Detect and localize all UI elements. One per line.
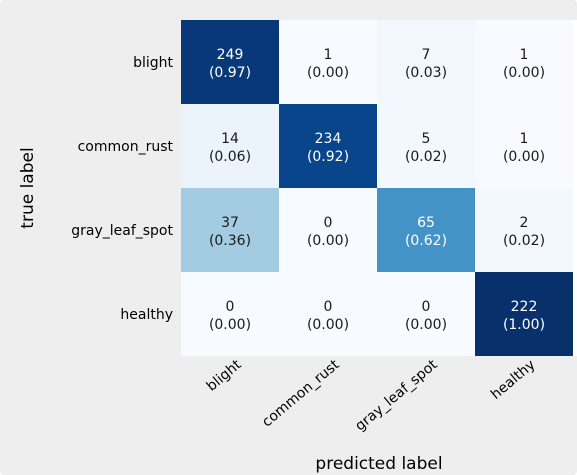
cell-normalized-label: (0.92) (307, 149, 349, 165)
heatmap-cell (181, 272, 279, 356)
cell-normalized-label: (0.00) (503, 149, 545, 165)
cell-normalized-label: (0.00) (307, 65, 349, 81)
cell-normalized-label: (0.00) (209, 317, 251, 333)
cell-count-label: 2 (520, 215, 529, 231)
x-axis-label: predicted label (315, 454, 442, 474)
y-tick-label: blight (133, 55, 173, 71)
cell-count-label: 234 (315, 131, 342, 147)
cell-count-label: 249 (217, 47, 244, 63)
cell-count-label: 65 (417, 215, 435, 231)
y-tick-label: healthy (120, 307, 173, 323)
heatmap-cell (181, 20, 279, 104)
heatmap-cell (181, 188, 279, 272)
y-tick-label: gray_leaf_spot (71, 223, 173, 239)
x-tick-label: blight (204, 356, 245, 394)
cell-normalized-label: (0.00) (307, 233, 349, 249)
y-tick-label: common_rust (78, 139, 174, 155)
x-tick-labels: blight common_rust gray_leaf_spot healthy (204, 356, 539, 434)
x-tick-label: common_rust (259, 356, 343, 430)
cell-normalized-label: (0.06) (209, 149, 251, 165)
cell-normalized-label: (1.00) (503, 317, 545, 333)
cell-count-label: 1 (520, 131, 529, 147)
heatmap-cell (377, 272, 475, 356)
heatmap-cell (475, 20, 573, 104)
cell-normalized-label: (0.02) (405, 149, 447, 165)
cell-count-label: 37 (221, 215, 239, 231)
cell-count-label: 1 (324, 47, 333, 63)
heatmap-cell (475, 104, 573, 188)
heatmap-cell (279, 188, 377, 272)
heatmap-cell (279, 20, 377, 104)
cell-normalized-label: (0.00) (503, 65, 545, 81)
heatmap-cell (377, 20, 475, 104)
heatmap-cells: 249(0.97)1(0.00)7(0.03)1(0.00)14(0.06)23… (181, 20, 573, 356)
cell-count-label: 0 (324, 215, 333, 231)
x-tick-label: healthy (488, 357, 539, 403)
cell-normalized-label: (0.03) (405, 65, 447, 81)
heatmap-cell (279, 272, 377, 356)
cell-normalized-label: (0.36) (209, 233, 251, 249)
cell-normalized-label: (0.97) (209, 65, 251, 81)
cell-count-label: 7 (422, 47, 431, 63)
cell-count-label: 0 (422, 299, 431, 315)
heatmap-cell (475, 188, 573, 272)
heatmap-cell (475, 272, 573, 356)
x-tick-label: gray_leaf_spot (352, 356, 441, 434)
cell-count-label: 0 (324, 299, 333, 315)
cell-normalized-label: (0.62) (405, 233, 447, 249)
heatmap-cell (377, 188, 475, 272)
cell-count-label: 222 (511, 299, 538, 315)
cell-normalized-label: (0.02) (503, 233, 545, 249)
heatmap-cell (279, 104, 377, 188)
cell-count-label: 14 (221, 131, 239, 147)
cell-normalized-label: (0.00) (405, 317, 447, 333)
heatmap-cell (377, 104, 475, 188)
heatmap-cell (181, 104, 279, 188)
cell-count-label: 1 (520, 47, 529, 63)
cell-count-label: 0 (226, 299, 235, 315)
cell-normalized-label: (0.00) (307, 317, 349, 333)
cell-count-label: 5 (422, 131, 431, 147)
y-axis-label: true label (18, 147, 38, 228)
